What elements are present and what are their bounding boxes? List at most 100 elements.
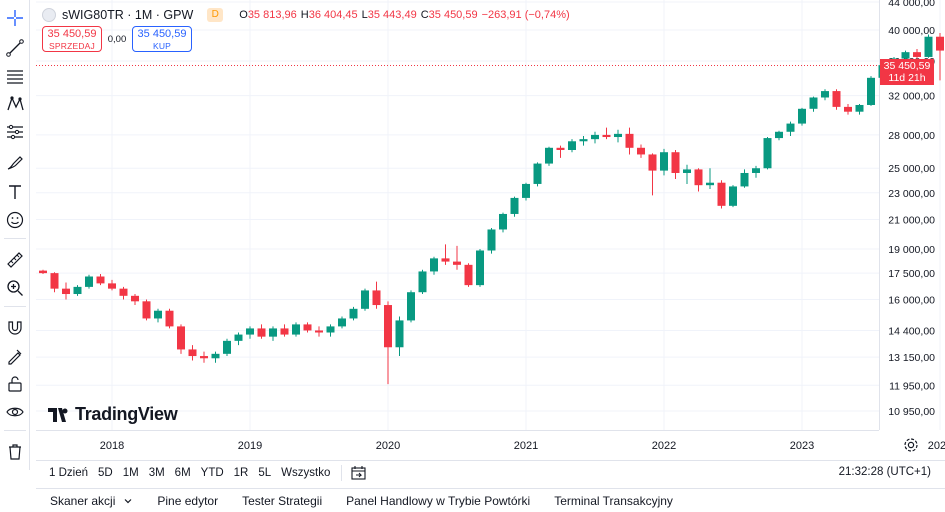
pattern-icon[interactable] (3, 92, 27, 116)
candle-body (867, 77, 875, 105)
candle-body (108, 283, 116, 289)
trash-icon[interactable] (3, 440, 27, 464)
lock-drawing-icon[interactable] (3, 344, 27, 368)
x-tick-label: 2018 (100, 440, 124, 452)
candle-body (234, 334, 243, 341)
candle-body (579, 139, 588, 142)
eye-icon[interactable] (3, 400, 27, 424)
candle-down (315, 326, 323, 337)
crosshair-icon[interactable] (3, 6, 27, 30)
candle-body (901, 52, 910, 59)
candle-up (924, 34, 933, 58)
candle-body (683, 169, 691, 173)
tradingview-logo[interactable]: TradingView (48, 404, 178, 425)
period-5d[interactable]: 5D (98, 466, 113, 479)
emoji-icon[interactable] (3, 208, 27, 232)
ruler-icon[interactable] (3, 248, 27, 272)
period-1d[interactable]: 1 Dzień (49, 466, 88, 479)
ohlc-open: O35 813,96 (239, 9, 297, 21)
candle-body (85, 276, 93, 287)
candle-body (430, 258, 438, 272)
period-5l[interactable]: 5L (258, 466, 272, 479)
period-ytd[interactable]: YTD (200, 466, 224, 479)
x-tick-label: 2023 (790, 440, 814, 452)
tab-strategy-tester[interactable]: Tester Strategii (242, 493, 323, 508)
candle-up (579, 135, 588, 146)
x-tick-label: 2019 (238, 440, 262, 452)
candle-body (39, 270, 47, 274)
period-1m[interactable]: 1M (122, 466, 139, 479)
zoom-in-icon[interactable] (3, 276, 27, 300)
candle-down (372, 281, 381, 309)
brush-icon[interactable] (3, 150, 27, 174)
buy-price: 35 450,59 (137, 28, 187, 40)
period-1r[interactable]: 1R (233, 466, 249, 479)
period-all[interactable]: Wszystko (281, 466, 331, 479)
candle-body (142, 301, 151, 319)
lock-icon[interactable] (3, 372, 27, 396)
candle-down (50, 272, 59, 293)
symbol-logo (42, 8, 56, 22)
candle-up (729, 185, 737, 208)
candle-up (522, 182, 530, 201)
tab-trading-terminal[interactable]: Terminal Transakcyjny (554, 493, 673, 508)
symbol-title[interactable]: sWIG80TR · 1M · GPW (62, 8, 194, 22)
candle-body (510, 197, 519, 214)
candle-body (154, 310, 162, 319)
fib-retracement-icon[interactable] (3, 64, 27, 88)
candle-down (303, 322, 312, 333)
goto-date-icon[interactable] (350, 465, 368, 481)
candle-body (188, 349, 197, 357)
ohlc-close: C35 450,59 (420, 9, 478, 21)
period-bar: 1 Dzień 5D 1M 3M 6M YTD 1R 5L Wszystko 2… (36, 460, 945, 484)
candle-up (809, 96, 818, 112)
candle-up (395, 316, 404, 357)
tab-stock-screener[interactable]: Skaner akcji (36, 494, 145, 508)
chart-area[interactable]: 10 950,00 11 950,00 13 150,00 14 400,00 16 0… (36, 0, 945, 460)
sell-button[interactable]: 35 450,59 SPRZEDAJ (42, 26, 102, 52)
clock[interactable]: 21:32:28 (UTC+1) (838, 466, 931, 478)
y-tick-label: 32 000,00 (888, 91, 935, 103)
candle-up (821, 89, 829, 101)
candle-down (177, 324, 185, 354)
candle-up (786, 121, 795, 136)
candle-up (614, 129, 622, 143)
period-6m[interactable]: 6M (174, 466, 191, 479)
candle-body (349, 308, 358, 319)
candle-body (729, 186, 737, 206)
chart-settings-icon[interactable] (902, 436, 920, 454)
candle-up (246, 326, 254, 339)
candle-down (556, 145, 565, 158)
y-tick-label: 17 500,00 (888, 268, 935, 280)
candle-up (85, 274, 93, 289)
data-source-badge: D (207, 8, 224, 22)
candle-up (476, 248, 484, 287)
spread-value: 0,00 (107, 33, 127, 45)
candle-body (384, 305, 392, 348)
candle-body (315, 330, 323, 333)
tab-pine-editor[interactable]: Pine edytor (157, 493, 219, 508)
candle-up (349, 306, 358, 321)
candle-up (292, 322, 300, 337)
y-tick-label: 10 950,00 (888, 406, 935, 418)
y-tick-label: 40 000,00 (888, 25, 935, 37)
ohlc-low: L35 443,49 (361, 9, 417, 21)
candle-body (809, 97, 818, 109)
bar-countdown: 11d 21h (888, 72, 926, 85)
candle-down (637, 144, 645, 158)
buy-button[interactable]: 35 450,59 KUP (132, 26, 192, 52)
candle-body (591, 134, 599, 140)
text-icon[interactable] (3, 180, 27, 204)
y-tick-label: 19 000,00 (888, 244, 935, 256)
period-3m[interactable]: 3M (148, 466, 165, 479)
candle-body (131, 295, 139, 302)
forecasting-icon[interactable] (3, 120, 27, 144)
magnet-icon[interactable] (3, 316, 27, 340)
trend-line-icon[interactable] (3, 36, 27, 60)
candle-body (177, 326, 185, 350)
price-chart[interactable]: 10 950,00 11 950,00 13 150,00 14 400,00 16 0… (36, 0, 945, 460)
candles (39, 32, 944, 385)
tab-replay-trading-panel[interactable]: Panel Handlowy w Trybie Powtórki (346, 493, 531, 508)
candle-body (821, 91, 829, 98)
candle-down (625, 127, 634, 155)
